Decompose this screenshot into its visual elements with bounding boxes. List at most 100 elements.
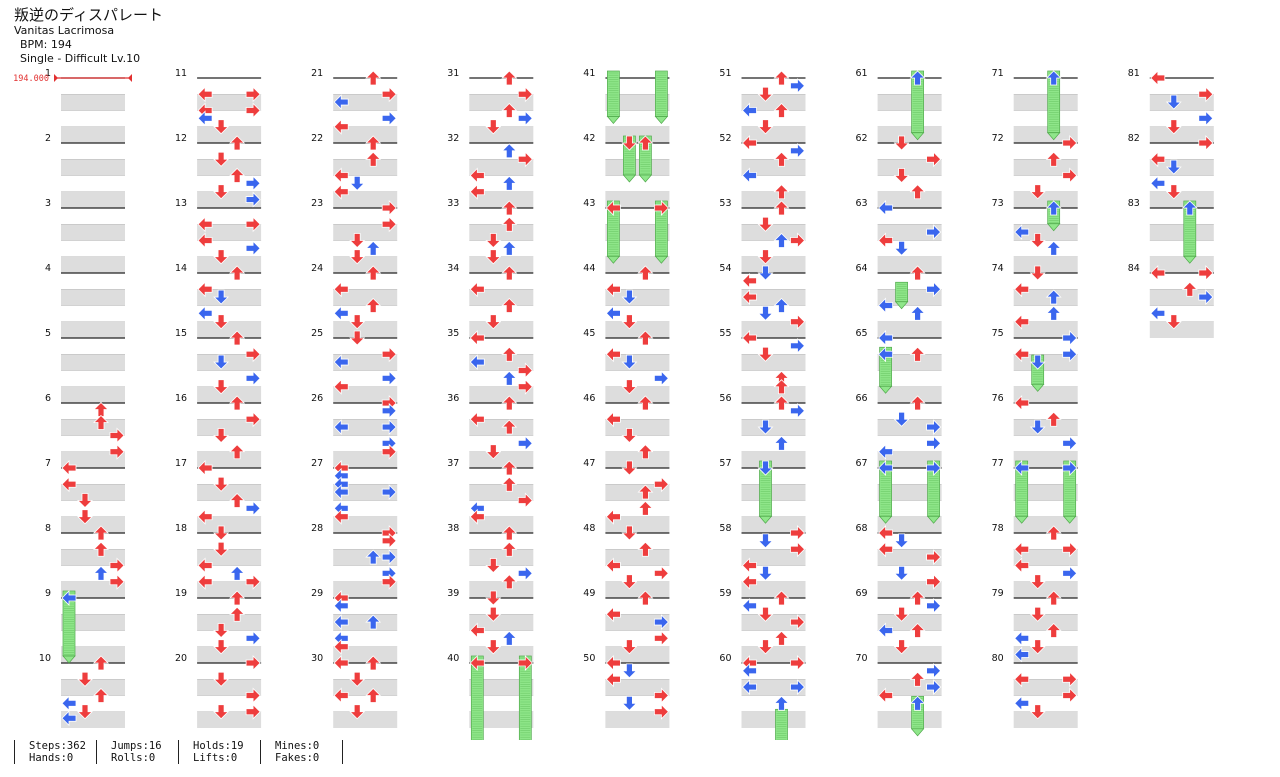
up-arrow-icon [773, 200, 790, 216]
left-arrow-icon [1014, 695, 1030, 712]
hold-tail [654, 255, 669, 264]
measure: 19 [175, 588, 262, 663]
beat-band [469, 711, 534, 728]
beat-band [469, 646, 534, 663]
left-arrow-icon [878, 541, 893, 558]
measure: 70 [856, 653, 942, 728]
down-arrow-icon [621, 379, 638, 395]
measure: 35 [447, 328, 534, 403]
left-arrow-icon [1150, 151, 1166, 168]
left-arrow-icon [878, 346, 893, 363]
left-arrow-icon [469, 411, 485, 428]
stat-fakes: Fakes:0 [275, 752, 320, 764]
right-arrow-icon [790, 402, 806, 419]
up-arrow-icon [773, 297, 790, 313]
right-arrow-icon [926, 679, 942, 696]
up-arrow-icon [501, 143, 518, 159]
left-arrow-icon [197, 508, 213, 525]
beat-band [741, 224, 806, 241]
hold-tail [638, 174, 653, 183]
right-arrow-icon [790, 142, 806, 159]
beat-band [469, 191, 534, 208]
beat-band [1013, 419, 1078, 436]
left-arrow-icon [333, 419, 349, 436]
down-arrow-icon [349, 671, 366, 687]
beat-band [469, 581, 534, 598]
left-arrow-icon [605, 606, 621, 623]
left-arrow-icon [605, 508, 621, 525]
beat-band [605, 159, 670, 176]
beat-band [605, 549, 670, 566]
bpm-value: 194.000 [13, 74, 49, 84]
left-arrow-icon [333, 167, 349, 184]
up-arrow-icon [1045, 590, 1062, 606]
beat-band [605, 256, 670, 273]
up-arrow-icon [365, 70, 382, 86]
measure: 57 [719, 458, 806, 533]
right-arrow-icon [790, 541, 806, 558]
stat-rolls: Rolls:0 [111, 752, 156, 764]
beat-band [741, 126, 806, 143]
up-arrow-icon [637, 500, 654, 516]
measure: 8 [45, 523, 125, 598]
right-arrow-icon [245, 411, 261, 428]
hold-tail [1062, 515, 1077, 524]
right-arrow-icon [381, 200, 397, 216]
measure-number: 43 [583, 198, 595, 209]
down-arrow-icon [349, 175, 366, 191]
measure: 21 [311, 68, 398, 143]
left-arrow-icon [741, 662, 757, 679]
stat-lifts: Lifts:0 [193, 752, 238, 764]
beat-band [1013, 386, 1078, 403]
measure-number: 29 [311, 588, 323, 599]
beat-band [1149, 289, 1214, 306]
measure-number: 61 [856, 68, 868, 79]
left-arrow-icon [878, 443, 893, 460]
right-arrow-icon [790, 614, 806, 631]
down-arrow-icon [893, 411, 910, 427]
beat-band [1013, 126, 1078, 143]
measure: 11 [175, 68, 262, 143]
beat-band [61, 581, 125, 598]
down-arrow-icon [213, 428, 230, 444]
hold-tail [654, 116, 669, 125]
right-arrow-icon [245, 370, 261, 387]
left-arrow-icon [333, 508, 349, 525]
beat-band [741, 321, 806, 338]
measure: 55 [719, 328, 806, 403]
bpm-marker: 194.000 [13, 74, 132, 84]
measure-number: 80 [992, 653, 1004, 664]
hold-note [775, 708, 788, 740]
left-arrow-icon [878, 232, 893, 249]
beat-band [1013, 549, 1078, 566]
measure: 31 [447, 68, 534, 143]
measure: 42 [583, 133, 670, 208]
beat-band [61, 549, 125, 566]
measure: 59 [719, 588, 806, 663]
beat-band [333, 126, 398, 143]
measure: 51 [719, 68, 806, 143]
beat-band [877, 321, 942, 338]
up-arrow-icon [1045, 200, 1062, 216]
measure-number: 53 [719, 198, 731, 209]
right-arrow-icon [654, 630, 669, 647]
beat-band [877, 159, 942, 176]
measure-number: 67 [856, 458, 868, 469]
beat-band [333, 159, 398, 176]
left-arrow-icon [605, 655, 621, 671]
down-arrow-icon [485, 314, 502, 330]
beat-band [61, 484, 125, 501]
beat-band [469, 451, 534, 468]
measure-number: 73 [992, 198, 1004, 209]
beat-band [333, 321, 398, 338]
stat-hands: Hands:0 [29, 752, 74, 764]
right-arrow-icon [1198, 110, 1214, 127]
measure-number: 38 [447, 523, 459, 534]
right-arrow-icon [790, 313, 806, 330]
measure: 69 [856, 588, 942, 663]
left-arrow-icon [469, 354, 485, 371]
beat-band [605, 289, 670, 306]
beat-band [605, 614, 670, 631]
measure-number: 52 [719, 133, 731, 144]
beat-band [741, 386, 806, 403]
